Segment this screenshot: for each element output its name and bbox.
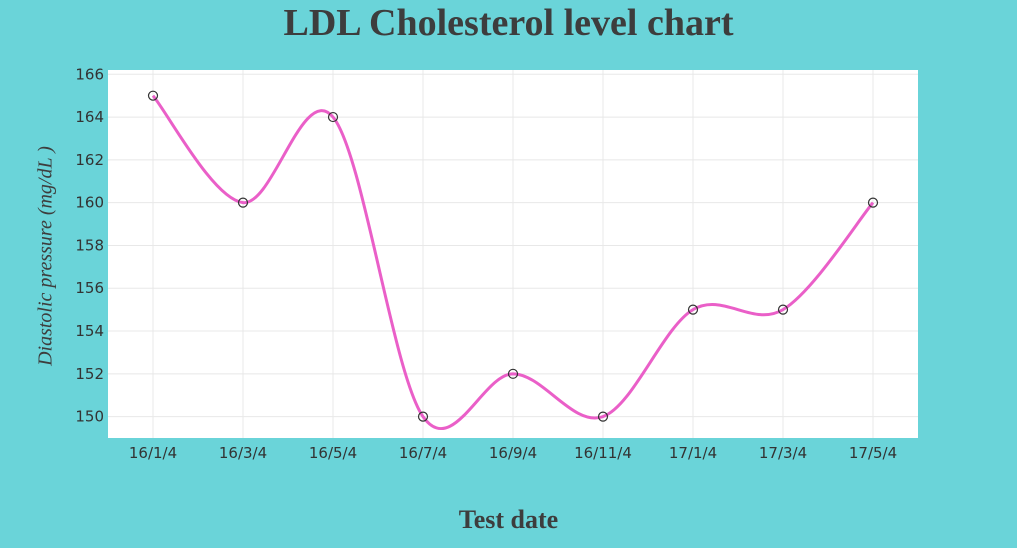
x-tick-label: 16/7/4 [399,444,447,462]
data-points [147,90,879,422]
x-tick-label: 17/5/4 [849,444,897,462]
data-point[interactable] [147,90,159,101]
x-tick-label: 17/3/4 [759,444,807,462]
x-tick-label: 17/1/4 [669,444,717,462]
data-point[interactable] [327,111,339,123]
y-tick-label: 160 [75,194,104,212]
data-point[interactable] [777,304,789,315]
x-tick-label: 16/1/4 [129,444,177,462]
x-axis-label: Test date [458,505,559,534]
grid-lines [108,70,918,438]
y-tick-label: 150 [75,408,104,426]
y-tick-label: 152 [75,365,104,383]
y-tick-label: 156 [75,279,104,297]
x-tick-label: 16/3/4 [219,444,267,462]
y-axis-ticks: 150 152 154 156 158 160 162 164 166 [75,65,104,425]
y-tick-label: 154 [75,322,104,340]
data-point[interactable] [237,197,249,208]
y-tick-label: 164 [75,108,104,126]
chart-title: LDL Cholesterol level chart [283,2,734,44]
x-axis-ticks: 16/1/4 16/3/4 16/5/4 16/7/4 16/9/4 16/11/4 17/… [129,444,897,462]
data-point[interactable] [597,411,609,422]
series-line [151,94,875,431]
y-tick-label: 162 [75,151,104,169]
y-tick-label: 166 [75,65,104,83]
data-point[interactable] [417,411,429,422]
y-tick-label: 158 [75,236,104,254]
x-tick-label: 16/5/4 [309,444,357,462]
x-tick-label: 16/9/4 [489,444,537,462]
data-point[interactable] [687,304,699,315]
data-point[interactable] [507,368,519,379]
x-tick-label: 16/11/4 [574,444,632,462]
data-point[interactable] [867,197,879,208]
